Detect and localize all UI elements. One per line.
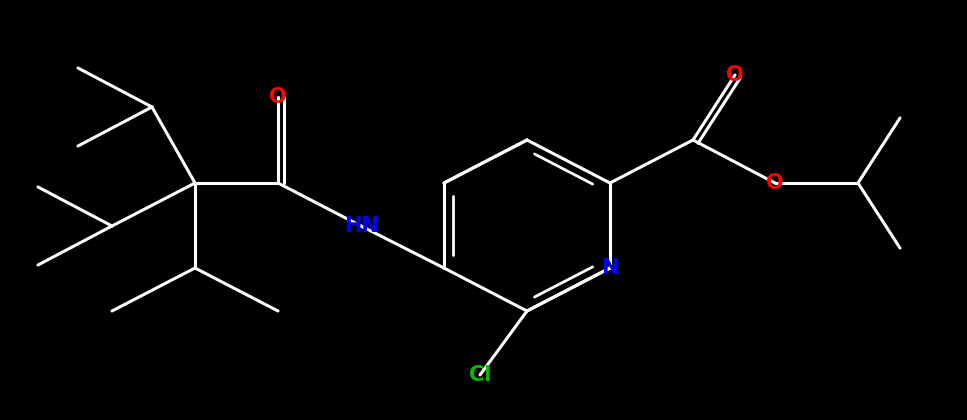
Text: O: O [269, 87, 287, 107]
Text: N: N [601, 258, 619, 278]
Text: Cl: Cl [469, 365, 491, 385]
Text: O: O [726, 65, 744, 85]
Text: O: O [766, 173, 784, 193]
Text: HN: HN [343, 216, 378, 236]
